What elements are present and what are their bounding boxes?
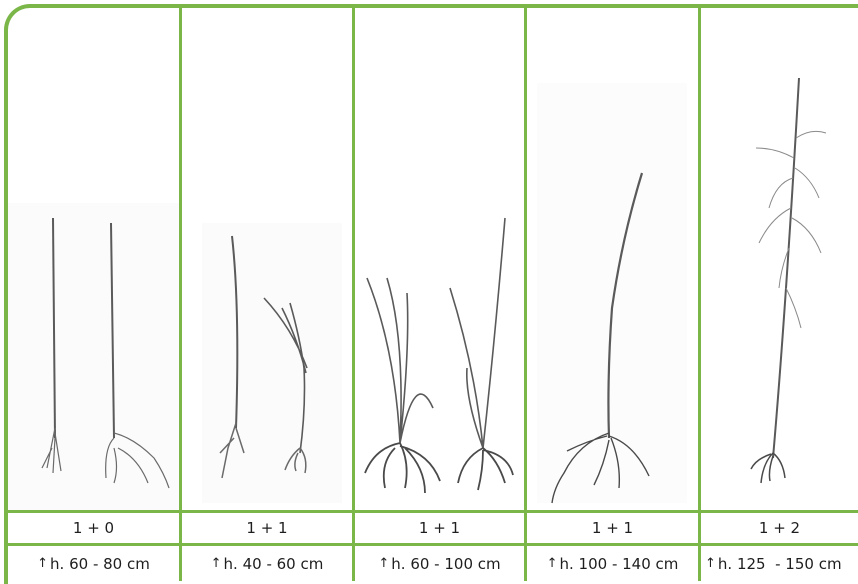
row-divider-top xyxy=(8,510,858,513)
row-divider-middle xyxy=(8,543,858,546)
height-label-2: h. 40 - 60 cm xyxy=(223,554,324,573)
height-cell-5: ↑ h. 125 - 150 cm xyxy=(701,546,858,581)
seedling-photo-4 xyxy=(527,8,698,510)
age-label-3: 1 + 1 xyxy=(418,519,461,537)
age-label-1: 1 + 0 xyxy=(72,519,115,537)
seedling-photo-2 xyxy=(182,8,352,510)
height-label-3: h. 60 - 100 cm xyxy=(391,554,501,573)
seedling-photo-5 xyxy=(701,8,858,510)
height-label-5: h. 125 - 150 cm xyxy=(717,554,842,573)
up-arrow-icon: ↑ xyxy=(37,556,49,571)
up-arrow-icon: ↑ xyxy=(210,556,222,571)
height-label-1: h. 60 - 80 cm xyxy=(50,554,150,573)
column-divider xyxy=(524,4,527,581)
height-cell-2: ↑ h. 40 - 60 cm xyxy=(182,546,352,581)
column-divider xyxy=(698,4,701,581)
height-cell-4: ↑ h. 100 - 140 cm xyxy=(527,546,698,581)
height-label-4: h. 100 - 140 cm xyxy=(559,554,679,573)
seedling-photo-1 xyxy=(8,8,179,510)
height-cell-1: ↑ h. 60 - 80 cm xyxy=(8,546,179,581)
up-arrow-icon: ↑ xyxy=(546,556,558,571)
column-divider xyxy=(352,4,355,581)
column-divider xyxy=(179,4,182,581)
up-arrow-icon: ↑ xyxy=(705,556,716,571)
age-label-2: 1 + 1 xyxy=(246,519,288,537)
height-cell-3: ↑ h. 60 - 100 cm xyxy=(355,546,524,581)
age-label-5: 1 + 2 xyxy=(758,519,801,537)
table-frame xyxy=(4,4,858,584)
age-label-4: 1 + 1 xyxy=(591,519,634,537)
up-arrow-icon: ↑ xyxy=(378,556,390,571)
seedling-photo-3 xyxy=(355,8,524,510)
